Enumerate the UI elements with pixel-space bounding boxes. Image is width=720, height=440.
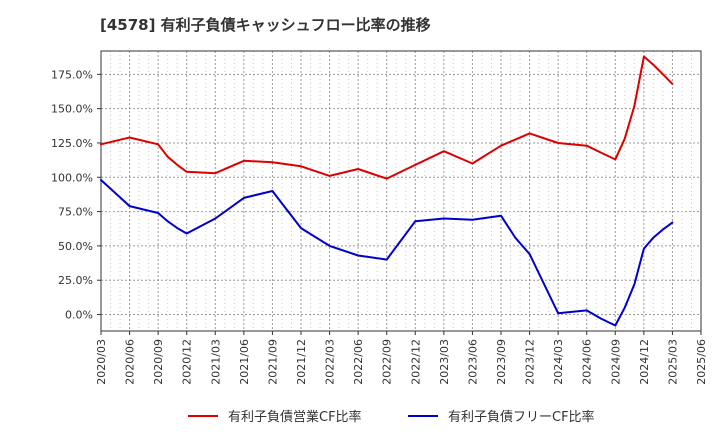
series-line-0 (100, 55, 674, 180)
x-tick-label: 2020/06 (124, 339, 137, 385)
y-tick-label: 175.0% (51, 68, 93, 81)
x-tick-label: 2025/06 (695, 339, 708, 385)
x-tick-label: 2025/03 (666, 339, 679, 385)
x-tick-label: 2022/03 (324, 339, 337, 385)
x-tick-label: 2022/06 (352, 339, 365, 385)
chart-title: [4578] 有利子負債キャッシュフロー比率の推移 (100, 16, 431, 34)
y-tick-label: 0.0% (65, 309, 93, 322)
legend-swatch-red (188, 414, 218, 417)
x-tick-label: 2024/12 (638, 339, 651, 385)
x-tick-label: 2021/12 (295, 339, 308, 385)
x-tick-label: 2023/12 (524, 339, 537, 385)
x-axis: 2020/03 2020/06 2020/09 2020/12 2021/03 2021/… (95, 331, 708, 385)
y-tick-label: 25.0% (58, 274, 93, 287)
legend: 有利子負債営業CF比率 有利子負債フリーCF比率 (0, 406, 720, 426)
legend-item-free-cf: 有利子負債フリーCF比率 (408, 406, 595, 425)
x-tick-label: 2023/09 (495, 339, 508, 385)
x-tick-label: 2020/12 (181, 339, 194, 385)
legend-label: 有利子負債フリーCF比率 (448, 410, 595, 425)
series-line-1 (100, 179, 674, 327)
y-tick-label: 100.0% (51, 171, 93, 184)
x-tick-label: 2020/09 (152, 339, 165, 385)
x-tick-label: 2021/03 (209, 339, 222, 385)
x-tick-label: 2024/09 (609, 339, 622, 385)
x-tick-label: 2020/03 (95, 339, 108, 385)
x-tick-label: 2021/06 (238, 339, 251, 385)
series-layer (100, 55, 674, 327)
x-tick-label: 2023/06 (466, 339, 479, 385)
y-tick-label: 150.0% (51, 103, 93, 116)
x-tick-label: 2024/03 (552, 339, 565, 385)
y-tick-label: 75.0% (58, 206, 93, 219)
y-tick-label: 125.0% (51, 137, 93, 150)
x-tick-label: 2022/12 (409, 339, 422, 385)
x-tick-label: 2022/09 (381, 339, 394, 385)
plot-area (101, 51, 701, 331)
legend-label: 有利子負債営業CF比率 (228, 410, 362, 425)
x-tick-label: 2024/06 (581, 339, 594, 385)
x-tick-label: 2023/03 (438, 339, 451, 385)
y-axis: 0.0% 25.0% 50.0% 75.0% 100.0% 125.0% 150.0% 175… (51, 68, 101, 322)
legend-swatch-blue (408, 414, 438, 417)
plot-frame (100, 50, 702, 332)
legend-item-operating-cf: 有利子負債営業CF比率 (188, 406, 362, 425)
y-tick-label: 50.0% (58, 240, 93, 253)
x-tick-label: 2021/09 (266, 339, 279, 385)
